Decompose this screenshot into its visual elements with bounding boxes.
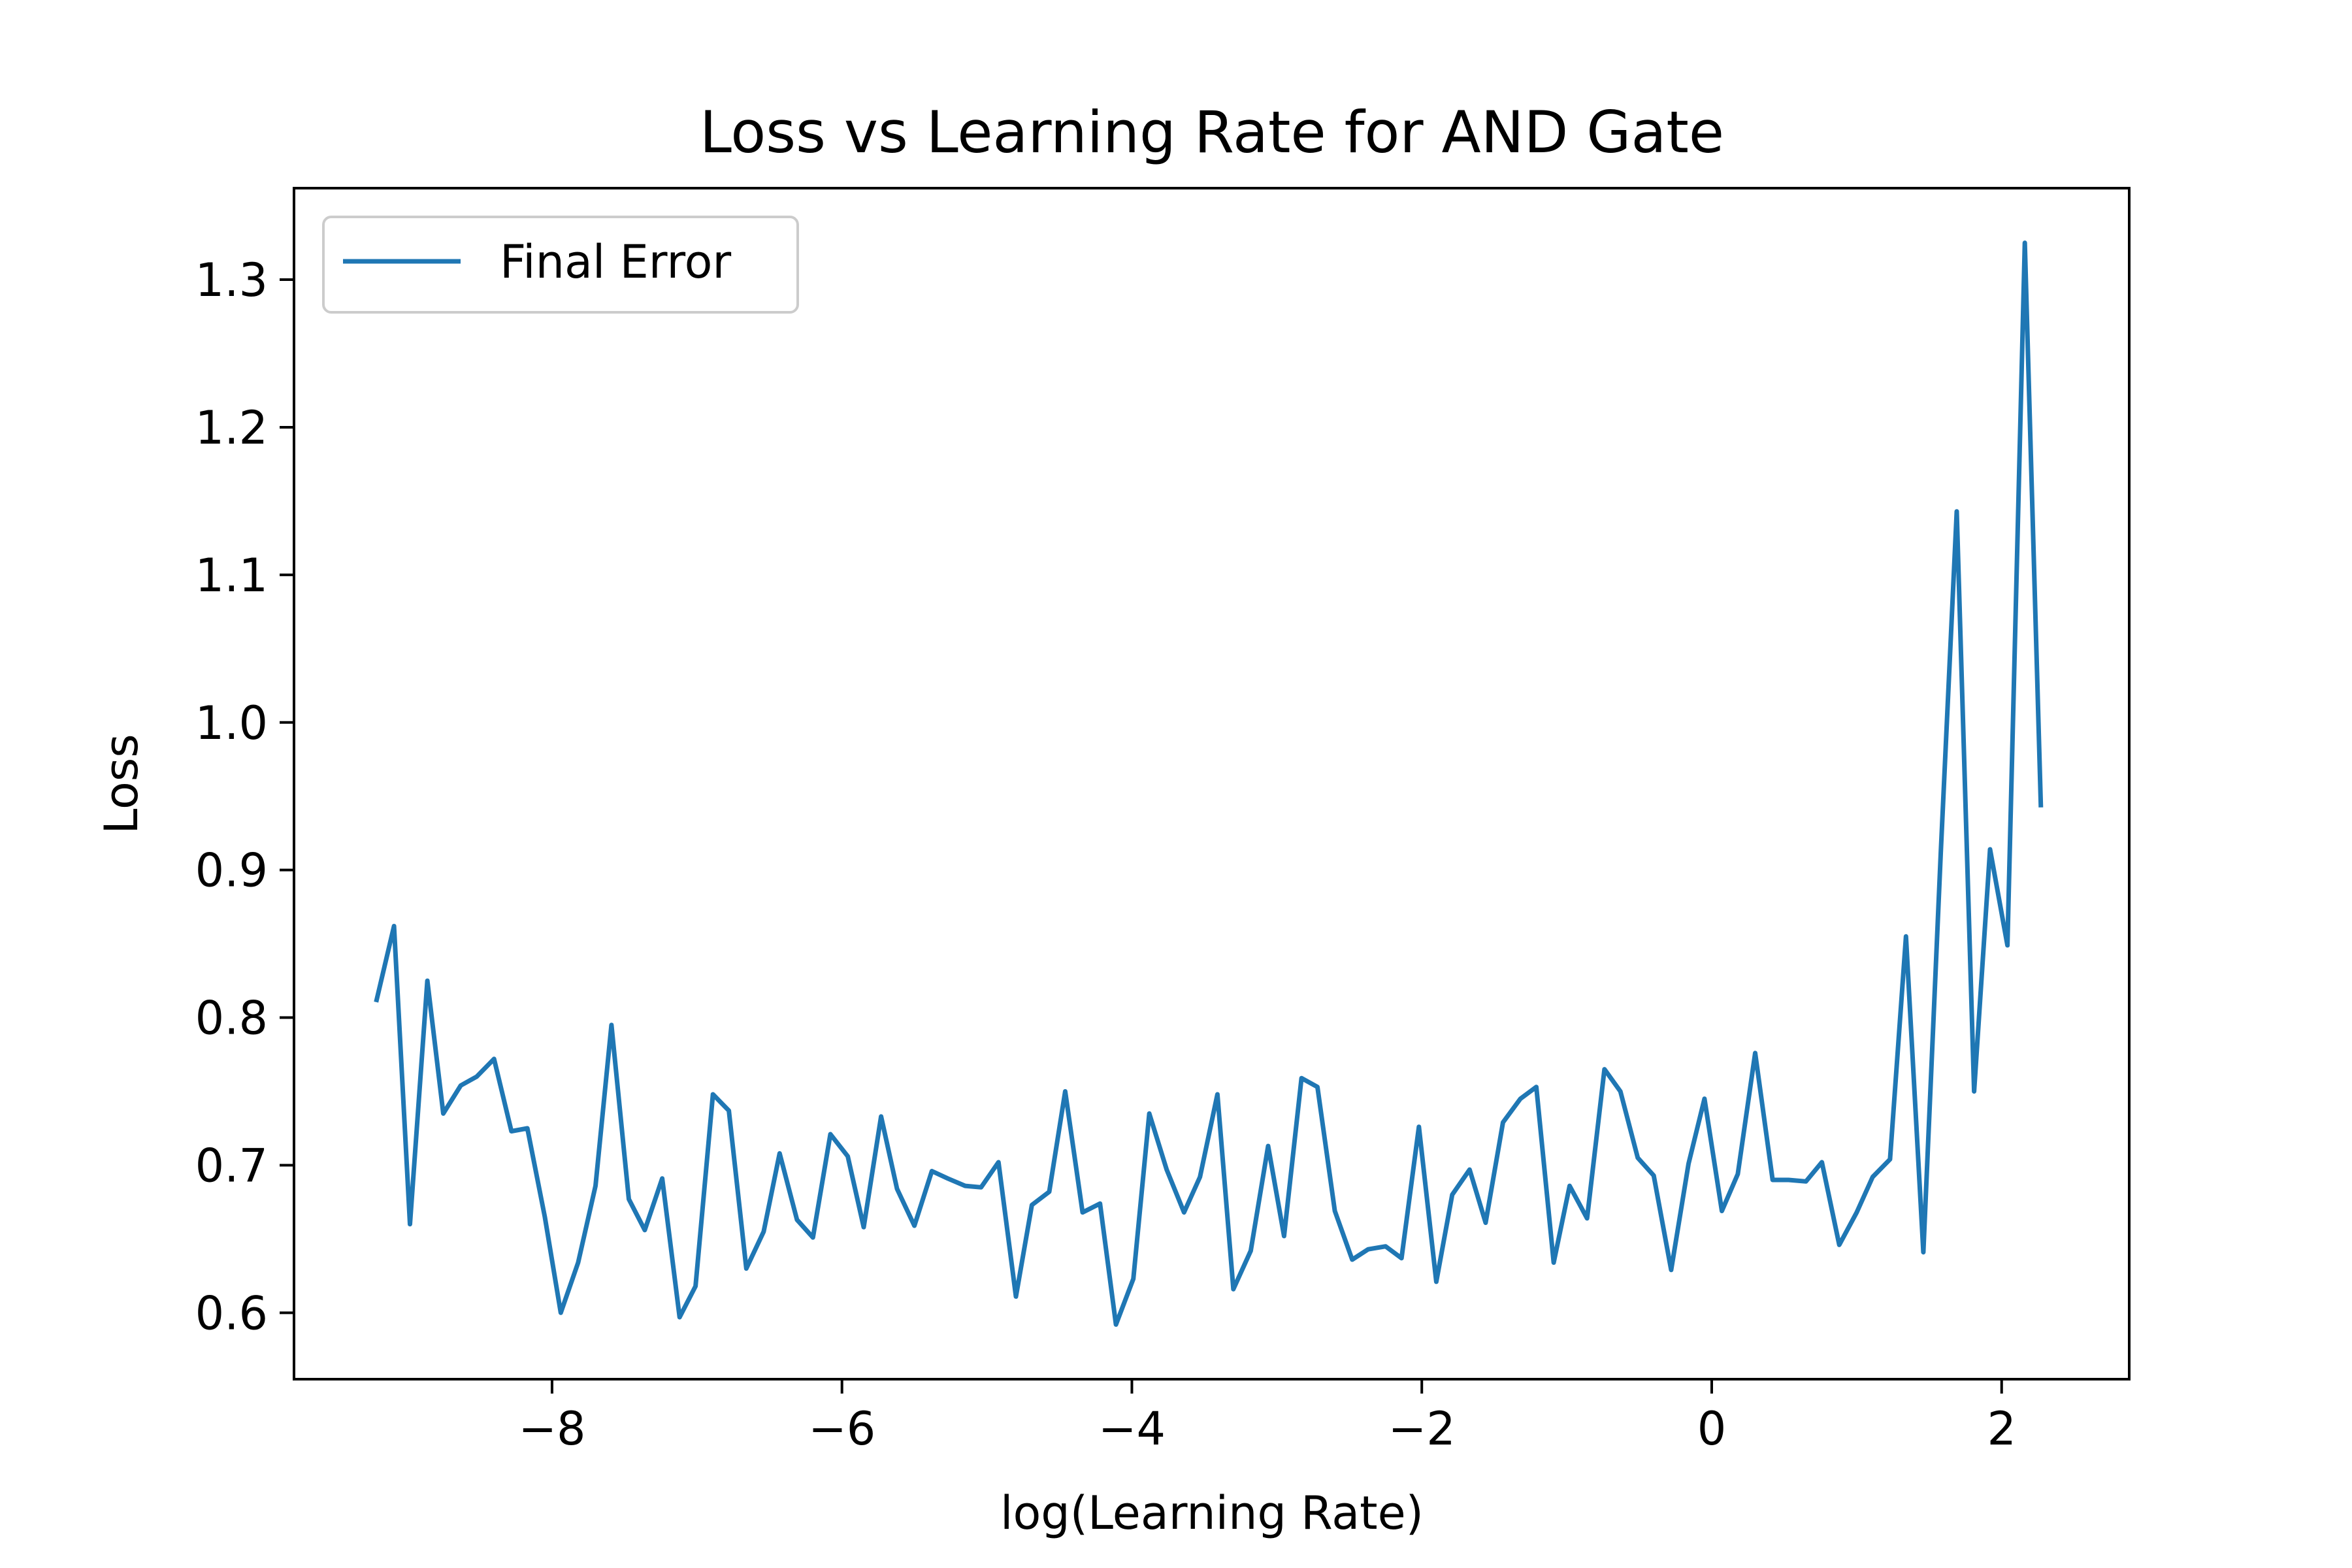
x-tick-label: −6 <box>808 1402 875 1456</box>
series-layer <box>374 240 2044 1327</box>
y-axis: 0.6 0.7 0.8 0.9 1.0 1.1 1.2 1.3 <box>195 253 294 1340</box>
legend-box <box>322 216 799 314</box>
y-tick-label: 1.3 <box>195 253 268 307</box>
y-tick-label: 0.8 <box>195 992 268 1045</box>
x-tick-label: −4 <box>1098 1402 1166 1456</box>
y-tick-label: 1.2 <box>195 401 268 455</box>
y-tick-label: 0.7 <box>195 1139 268 1192</box>
y-tick-label: 1.0 <box>195 696 268 750</box>
y-tick-label: 0.9 <box>195 844 268 898</box>
y-axis-label: Loss <box>95 734 148 834</box>
plot-area <box>293 187 2131 1380</box>
y-tick-label: 1.1 <box>195 549 268 602</box>
legend-label-final-error: Final Error <box>500 235 731 289</box>
x-tick-label: 0 <box>1697 1402 1727 1456</box>
x-tick-label: 2 <box>1987 1402 2016 1456</box>
x-axis: −8 −6 −4 −2 0 2 <box>518 1379 2016 1456</box>
x-tick-label: −8 <box>518 1402 585 1456</box>
plot-background <box>294 188 2129 1379</box>
legend: Final Error <box>322 216 799 314</box>
x-axis-label: log(Learning Rate) <box>1000 1486 1424 1540</box>
y-tick-label: 0.6 <box>195 1286 268 1340</box>
series-line-final-error <box>374 240 2044 1327</box>
plot-frame <box>293 187 2131 1380</box>
chart-title: Loss vs Learning Rate for AND Gate <box>700 99 1724 166</box>
x-tick-label: −2 <box>1388 1402 1456 1456</box>
